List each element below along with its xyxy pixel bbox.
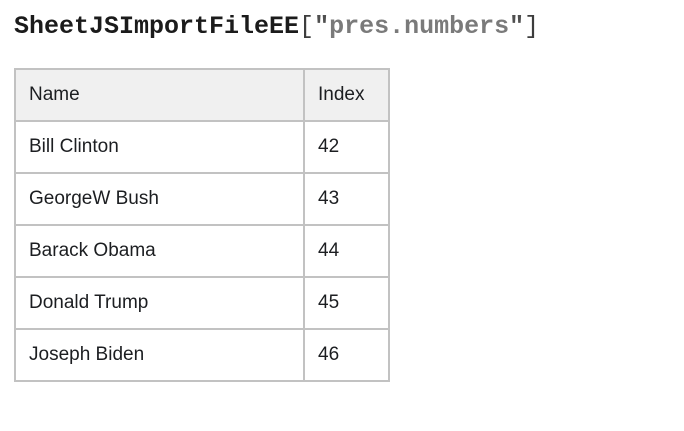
- cell-name: GeorgeW Bush: [14, 172, 305, 226]
- cell-index: 43: [303, 172, 390, 226]
- cell-index: 46: [303, 328, 390, 382]
- table-row: Bill Clinton 42: [14, 120, 390, 174]
- cell-index: 42: [303, 120, 390, 174]
- page: SheetJSImportFileEE["pres.numbers"] Name…: [0, 11, 684, 431]
- title-string: pres.numbers: [329, 12, 510, 41]
- column-header-name: Name: [14, 68, 305, 122]
- column-header-index: Index: [303, 68, 390, 122]
- title-quote-open: ": [314, 12, 330, 41]
- table-header-row: Name Index: [14, 68, 390, 122]
- title-quote-close: ": [509, 12, 525, 41]
- table-row: Donald Trump 45: [14, 276, 390, 330]
- title-bracket-open: [: [299, 12, 315, 41]
- title-identifier: SheetJSImportFileEE: [14, 12, 300, 41]
- cell-index: 45: [303, 276, 390, 330]
- presidents-table: Name Index Bill Clinton 42 GeorgeW Bush …: [14, 68, 390, 382]
- page-title: SheetJSImportFileEE["pres.numbers"]: [14, 11, 684, 42]
- cell-name: Joseph Biden: [14, 328, 305, 382]
- table-row: GeorgeW Bush 43: [14, 172, 390, 226]
- cell-name: Barack Obama: [14, 224, 305, 278]
- title-bracket-close: ]: [524, 12, 540, 41]
- cell-name: Bill Clinton: [14, 120, 305, 174]
- cell-name: Donald Trump: [14, 276, 305, 330]
- cell-index: 44: [303, 224, 390, 278]
- table-row: Joseph Biden 46: [14, 328, 390, 382]
- table-row: Barack Obama 44: [14, 224, 390, 278]
